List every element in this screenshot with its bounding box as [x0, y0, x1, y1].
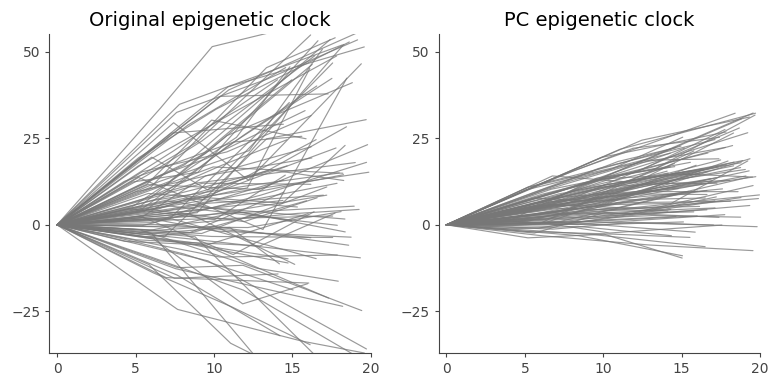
- Title: PC epigenetic clock: PC epigenetic clock: [504, 11, 694, 30]
- Title: Original epigenetic clock: Original epigenetic clock: [89, 11, 331, 30]
